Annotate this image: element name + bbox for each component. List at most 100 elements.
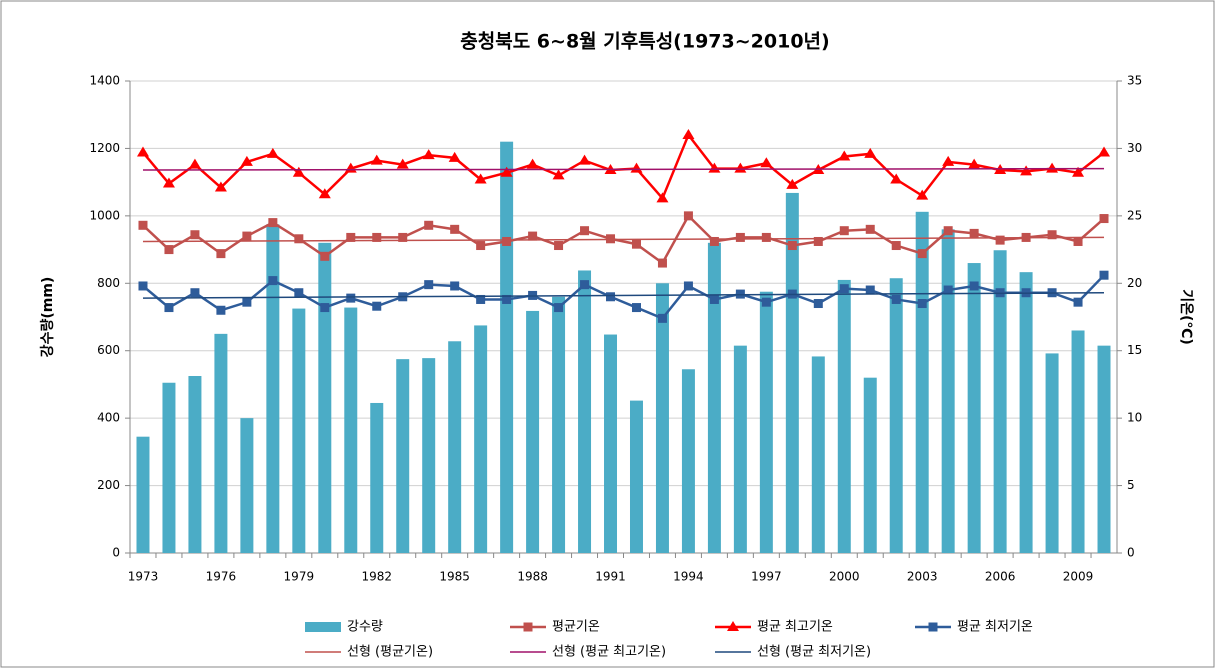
- bar: [474, 325, 488, 553]
- marker: [216, 249, 226, 259]
- marker: [188, 158, 201, 169]
- x-tick-label: 2000: [829, 570, 860, 584]
- marker: [865, 224, 875, 234]
- marker: [942, 155, 955, 166]
- marker: [164, 303, 174, 313]
- bar: [344, 307, 358, 553]
- chart-title: 충청북도 6~8월 기후특성(1973~2010년): [460, 31, 829, 53]
- bar: [292, 308, 306, 553]
- marker: [735, 232, 745, 242]
- trend-line: [142, 167, 1105, 171]
- bar: [318, 242, 332, 554]
- bar: [162, 382, 176, 553]
- marker: [761, 297, 771, 307]
- y2-tick-label: 15: [1127, 343, 1142, 357]
- marker: [734, 162, 747, 173]
- legend-label: 선형 (평균기온): [347, 645, 433, 660]
- legend-label: 선형 (평균 최저기온): [757, 645, 871, 660]
- bar: [526, 310, 540, 553]
- marker: [320, 251, 330, 261]
- marker: [138, 220, 148, 230]
- x-tick-label: 1982: [361, 570, 392, 584]
- y-tick-label: 600: [97, 343, 120, 357]
- marker: [839, 284, 849, 294]
- x-tick-label: 1979: [284, 570, 315, 584]
- y2-tick-label: 0: [1127, 546, 1135, 560]
- bar: [1019, 272, 1033, 553]
- bar: [214, 333, 228, 553]
- bar: [993, 250, 1007, 553]
- bar: [396, 359, 410, 553]
- marker: [450, 281, 460, 291]
- marker: [502, 236, 512, 246]
- marker: [1073, 236, 1083, 246]
- bar: [967, 263, 981, 553]
- bar: [655, 283, 669, 553]
- marker: [709, 236, 719, 246]
- bar: [941, 229, 955, 554]
- marker: [190, 288, 200, 298]
- legend-label: 평균기온: [552, 620, 600, 635]
- marker: [631, 303, 641, 313]
- marker: [1073, 297, 1083, 307]
- marker: [761, 232, 771, 242]
- marker: [346, 232, 356, 242]
- legend-swatch: [305, 622, 341, 632]
- marker: [424, 220, 434, 230]
- bar: [837, 279, 851, 553]
- marker: [214, 181, 227, 192]
- legend-label: 평균 최고기온: [757, 620, 833, 635]
- marker: [813, 299, 823, 309]
- y2-tick-label: 20: [1127, 276, 1142, 290]
- marker: [917, 249, 927, 259]
- marker: [528, 231, 538, 241]
- marker: [398, 232, 408, 242]
- marker: [969, 228, 979, 238]
- marker: [448, 151, 461, 162]
- y-tick-label: 400: [97, 411, 120, 425]
- y2-tick-label: 5: [1127, 478, 1135, 492]
- marker: [502, 294, 512, 304]
- marker: [292, 166, 305, 177]
- trend-line: [142, 291, 1105, 299]
- bar: [1045, 353, 1059, 553]
- marker: [136, 146, 149, 157]
- marker: [554, 303, 564, 313]
- bar: [500, 141, 514, 553]
- marker: [1098, 146, 1111, 157]
- x-tick-label: 1976: [206, 570, 237, 584]
- marker: [656, 192, 669, 203]
- marker: [242, 297, 252, 307]
- bar: [681, 369, 695, 553]
- marker: [372, 301, 382, 311]
- y2-tick-label: 25: [1127, 208, 1142, 222]
- x-tick-label: 1991: [595, 570, 626, 584]
- marker: [891, 241, 901, 251]
- marker: [424, 280, 434, 290]
- y2-tick-label: 35: [1127, 74, 1142, 88]
- x-tick-label: 1988: [517, 570, 548, 584]
- marker: [216, 305, 226, 315]
- y-tick-label: 1200: [89, 141, 120, 155]
- legend-marker: [727, 621, 739, 631]
- marker: [240, 155, 253, 166]
- bar: [811, 356, 825, 553]
- y-tick-label: 1000: [89, 208, 120, 222]
- marker: [969, 281, 979, 291]
- y-tick-label: 200: [97, 478, 120, 492]
- trend-line: [142, 236, 1105, 243]
- bar: [863, 377, 877, 553]
- marker: [580, 226, 590, 236]
- y-tick-label: 0: [112, 546, 120, 560]
- marker: [708, 162, 721, 173]
- marker: [657, 258, 667, 268]
- marker: [630, 162, 643, 173]
- marker: [995, 235, 1005, 245]
- marker: [1072, 166, 1085, 177]
- marker: [346, 293, 356, 303]
- marker: [787, 241, 797, 251]
- marker: [683, 281, 693, 291]
- marker: [370, 154, 383, 165]
- marker: [917, 299, 927, 309]
